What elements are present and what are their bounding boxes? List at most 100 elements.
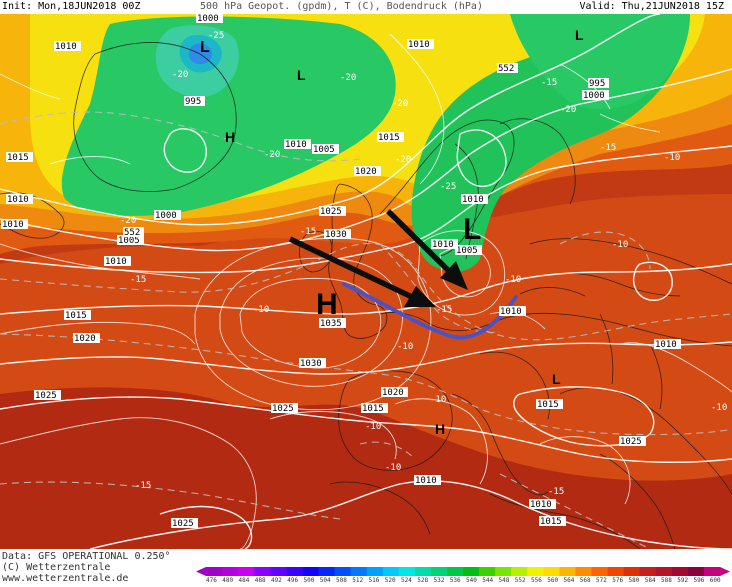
pressure-label: 1010 — [654, 339, 681, 350]
scale-swatch — [559, 567, 576, 576]
scale-label: 572 — [596, 577, 607, 584]
scale-swatch — [495, 567, 512, 576]
temperature-label: -20 — [392, 99, 408, 109]
arrow-1-head — [404, 286, 436, 307]
temperature-label: -10 — [365, 422, 381, 432]
scale-swatch — [623, 567, 641, 576]
scale-swatch — [687, 567, 705, 576]
temperature-label: -15 — [300, 227, 316, 237]
scale-swatch — [334, 567, 352, 576]
temperature-label: -15 — [436, 305, 452, 315]
height-label: 552 — [497, 63, 518, 74]
scale-swatch — [511, 567, 528, 576]
color-scale-bar — [196, 567, 730, 576]
temperature-label: -20 — [264, 150, 280, 160]
trough-line — [342, 282, 518, 340]
pressure-label: 1015 — [64, 310, 91, 321]
pressure-label: 1025 — [271, 403, 298, 414]
svg-text:1010: 1010 — [55, 42, 77, 52]
scale-swatch — [479, 567, 496, 576]
low-center-scandinavia: L — [463, 213, 481, 246]
pressure-label: 1010 — [1, 219, 28, 230]
svg-text:995: 995 — [589, 79, 605, 89]
pressure-label: 1025 — [619, 436, 646, 447]
scale-label: 584 — [644, 577, 656, 584]
temperature-label: -10 — [612, 240, 628, 250]
scale-label: 476 — [206, 577, 217, 584]
pressure-label: 1025 — [34, 390, 61, 401]
scale-swatch — [366, 567, 384, 576]
color-scale-labels: 476 480 484 488 492 496 500 504 508 512 516 520 524 5… — [206, 577, 726, 586]
temperature-label: -10 — [385, 463, 401, 473]
svg-text:1000: 1000 — [155, 211, 177, 221]
svg-text:1010: 1010 — [462, 195, 484, 205]
pressure-labels: 1010 1000 995 1010 1015 1010 1005 1015 1… — [1, 14, 681, 529]
scale-swatch — [222, 567, 239, 576]
map-header: Init: Mon,18JUN2018 00Z 500 hPa Geopot. … — [0, 0, 732, 14]
scale-label: 524 — [401, 577, 412, 584]
temperature-label: -15 — [600, 143, 616, 153]
svg-text:1015: 1015 — [378, 133, 400, 143]
temperature-label: -20 — [172, 70, 188, 80]
temperature-label: -10 — [430, 395, 446, 405]
scale-label: 484 — [238, 577, 250, 584]
low-center-greenland: L — [200, 39, 210, 56]
scale-label: 480 — [222, 577, 234, 584]
svg-text:1025: 1025 — [35, 391, 57, 401]
scale-swatch — [382, 567, 400, 576]
temperature-contours — [0, 111, 732, 549]
svg-text:1015: 1015 — [537, 400, 559, 410]
svg-text:1015: 1015 — [7, 153, 29, 163]
scale-label: 568 — [579, 577, 591, 584]
scale-arrow-left — [196, 567, 206, 576]
scale-swatch — [302, 567, 319, 576]
temperature-label: -15 — [130, 275, 146, 285]
map-footer: Data: GFS OPERATIONAL 0.250° (C) Wetterz… — [2, 551, 171, 584]
svg-text:1010: 1010 — [105, 257, 127, 267]
pressure-label: 1010 — [54, 41, 81, 52]
temperature-label: -25 — [440, 182, 456, 192]
scale-label: 556 — [531, 577, 542, 584]
scale-swatch — [238, 567, 255, 576]
svg-text:1010: 1010 — [415, 476, 437, 486]
temperature-label: -15 — [541, 78, 557, 88]
pressure-label: 995 — [184, 96, 205, 107]
pressure-label: 1010 — [461, 194, 488, 205]
pressure-label: 1015 — [361, 403, 388, 414]
scale-label: 596 — [693, 577, 705, 584]
scale-swatch — [591, 567, 609, 576]
svg-text:1000: 1000 — [583, 91, 605, 101]
svg-text:1010: 1010 — [285, 140, 307, 150]
scale-label: 504 — [319, 577, 331, 584]
svg-text:1010: 1010 — [432, 240, 454, 250]
svg-text:552: 552 — [124, 228, 140, 238]
scale-swatch — [286, 567, 303, 576]
scale-swatch — [463, 567, 480, 576]
svg-text:1005: 1005 — [313, 145, 335, 155]
scale-swatch — [607, 567, 625, 576]
svg-text:1020: 1020 — [355, 167, 377, 177]
scale-label: 520 — [384, 577, 396, 584]
temperature-label: -10 — [711, 403, 727, 413]
svg-text:1010: 1010 — [655, 340, 677, 350]
weather-map: L L H L H L H L 1010 1000 995 1010 1015 … — [0, 14, 732, 549]
scale-label: 544 — [482, 577, 494, 584]
temperature-label: -15 — [135, 481, 151, 491]
svg-text:1015: 1015 — [362, 404, 384, 414]
scale-swatch — [350, 567, 368, 576]
svg-text:1005: 1005 — [118, 236, 140, 246]
scale-label: 496 — [287, 577, 299, 584]
temperature-label: -10 — [397, 342, 413, 352]
svg-text:1025: 1025 — [320, 207, 342, 217]
pressure-label: 1010 — [6, 194, 33, 205]
map-variables: 500 hPa Geopot. (gpdm), T (C), Bodendruc… — [200, 1, 483, 12]
init-time: Init: Mon,18JUN2018 00Z — [2, 1, 141, 12]
data-source-label: Data: GFS OPERATIONAL 0.250° — [2, 551, 171, 562]
arrow-2 — [386, 209, 454, 276]
scale-label: 580 — [628, 577, 640, 584]
annotation-arrows — [288, 209, 468, 307]
scale-swatch — [655, 567, 673, 576]
scale-swatch — [430, 567, 448, 576]
svg-text:1030: 1030 — [325, 230, 347, 240]
geopotential-contours — [0, 14, 732, 549]
